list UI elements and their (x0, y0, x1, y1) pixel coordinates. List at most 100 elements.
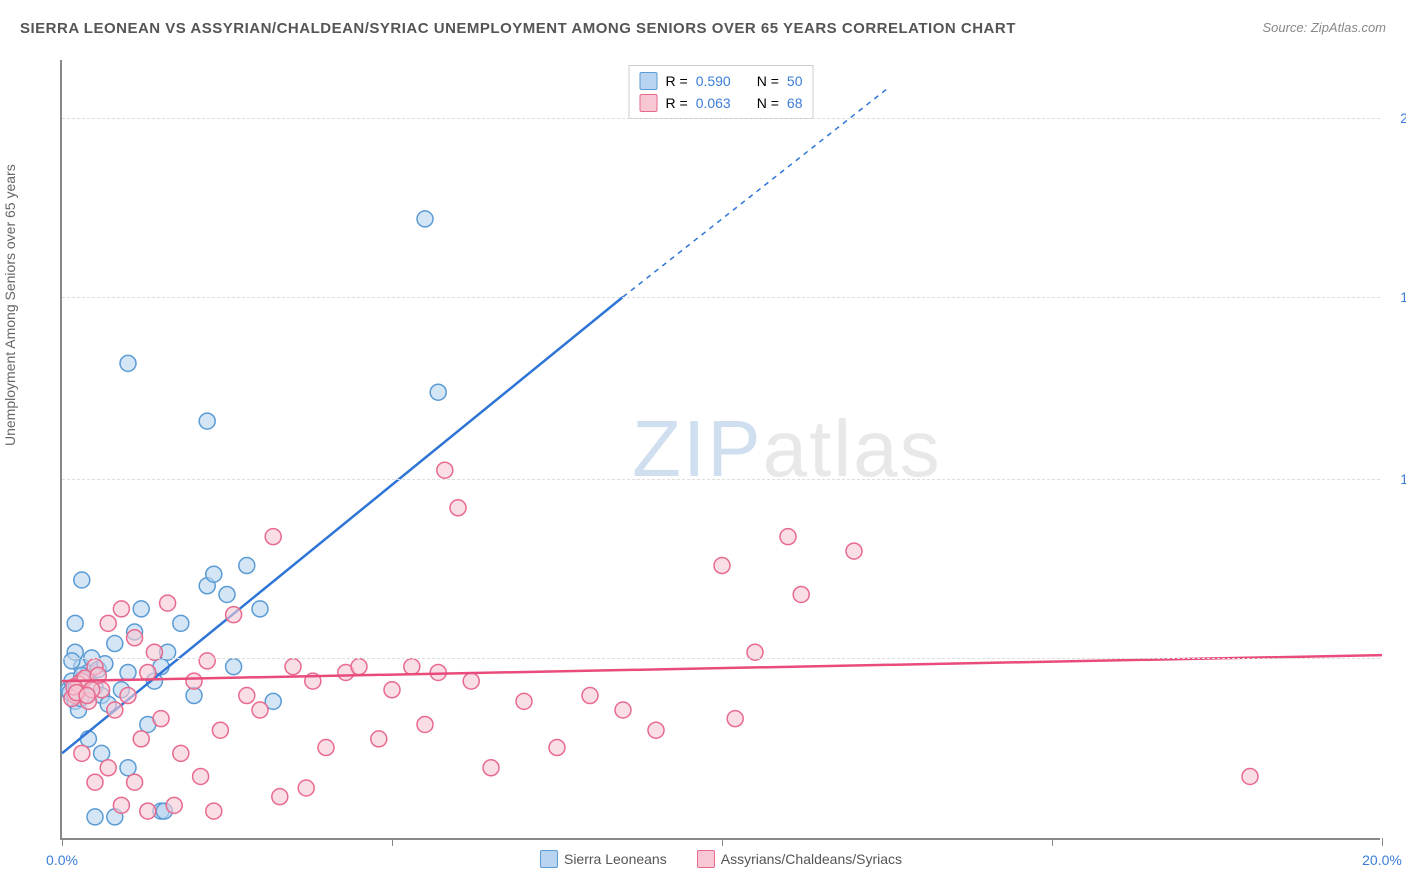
trend-line (62, 655, 1382, 681)
data-point (252, 601, 268, 617)
y-tick-label: 25.0% (1385, 110, 1406, 126)
legend-stats: R = 0.590 N = 50 R = 0.063 N = 68 (629, 65, 814, 119)
data-point (120, 664, 136, 680)
data-point (483, 760, 499, 776)
data-point (193, 768, 209, 784)
data-point (793, 586, 809, 602)
data-point (153, 711, 169, 727)
data-point (648, 722, 664, 738)
data-point (252, 702, 268, 718)
data-point (186, 673, 202, 689)
data-point (199, 413, 215, 429)
data-point (166, 797, 182, 813)
legend-swatch-pink (640, 94, 658, 112)
chart-title: SIERRA LEONEAN VS ASSYRIAN/CHALDEAN/SYRI… (20, 20, 1016, 37)
data-point (100, 615, 116, 631)
gridline (62, 118, 1380, 119)
data-point (212, 722, 228, 738)
legend-series: Sierra Leoneans Assyrians/Chaldeans/Syri… (540, 850, 902, 868)
n-label-2: N = (757, 95, 779, 111)
r-value-2: 0.063 (696, 95, 731, 111)
data-point (133, 601, 149, 617)
x-tick (722, 838, 723, 846)
data-point (127, 774, 143, 790)
data-point (298, 780, 314, 796)
n-label-1: N = (757, 73, 779, 89)
r-label-2: R = (666, 95, 688, 111)
legend-series-name-2: Assyrians/Chaldeans/Syriacs (721, 851, 902, 867)
plot-area: ZIPatlas R = 0.590 N = 50 R = 0.063 N = … (60, 60, 1380, 840)
data-point (780, 529, 796, 545)
data-point (437, 462, 453, 478)
legend-swatch-blue (640, 72, 658, 90)
data-point (516, 693, 532, 709)
data-point (173, 615, 189, 631)
data-point (226, 607, 242, 623)
data-point (94, 745, 110, 761)
data-point (226, 659, 242, 675)
data-point (79, 688, 95, 704)
legend-stats-row-1: R = 0.590 N = 50 (640, 70, 803, 92)
x-tick (392, 838, 393, 846)
data-point (285, 659, 301, 675)
legend-item-2: Assyrians/Chaldeans/Syriacs (697, 850, 902, 868)
legend-stats-row-2: R = 0.063 N = 68 (640, 92, 803, 114)
data-point (463, 673, 479, 689)
data-point (417, 211, 433, 227)
data-point (417, 716, 433, 732)
data-point (160, 595, 176, 611)
data-point (186, 688, 202, 704)
r-label-1: R = (666, 73, 688, 89)
data-point (87, 809, 103, 825)
data-point (615, 702, 631, 718)
gridline (62, 479, 1380, 480)
data-point (120, 355, 136, 371)
trend-line (62, 297, 623, 753)
data-point (371, 731, 387, 747)
data-point (318, 740, 334, 756)
data-point (727, 711, 743, 727)
legend-bottom-swatch-2 (697, 850, 715, 868)
x-tick (1382, 838, 1383, 846)
n-value-1: 50 (787, 73, 803, 89)
trend-line-extrapolated (623, 89, 887, 297)
data-point (74, 745, 90, 761)
x-tick-label: 0.0% (46, 852, 78, 868)
data-point (714, 558, 730, 574)
y-tick-label: 12.5% (1385, 471, 1406, 487)
data-point (206, 803, 222, 819)
data-point (120, 760, 136, 776)
data-point (113, 601, 129, 617)
data-point (351, 659, 367, 675)
data-point (87, 774, 103, 790)
data-point (100, 760, 116, 776)
data-point (67, 615, 83, 631)
data-point (582, 688, 598, 704)
data-point (239, 688, 255, 704)
data-point (173, 745, 189, 761)
data-point (206, 566, 222, 582)
data-point (120, 688, 136, 704)
gridline (62, 297, 1380, 298)
x-tick (1052, 838, 1053, 846)
data-point (199, 653, 215, 669)
data-point (140, 803, 156, 819)
data-point (107, 702, 123, 718)
legend-bottom-swatch-1 (540, 850, 558, 868)
data-point (846, 543, 862, 559)
data-point (239, 558, 255, 574)
data-point (219, 586, 235, 602)
data-point (450, 500, 466, 516)
y-axis-label: Unemployment Among Seniors over 65 years (2, 164, 18, 446)
data-point (64, 653, 80, 669)
data-point (1242, 768, 1258, 784)
data-point (404, 659, 420, 675)
data-point (133, 731, 149, 747)
data-point (430, 384, 446, 400)
data-point (384, 682, 400, 698)
n-value-2: 68 (787, 95, 803, 111)
data-point (107, 636, 123, 652)
data-point (272, 789, 288, 805)
x-tick (62, 838, 63, 846)
data-point (127, 630, 143, 646)
